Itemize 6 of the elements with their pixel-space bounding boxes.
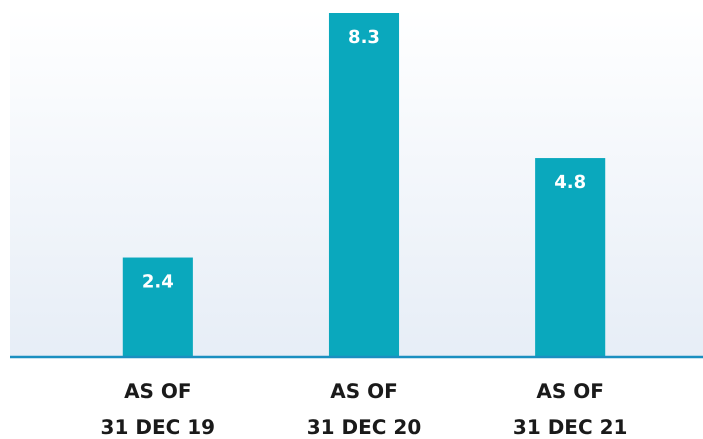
x-tick-label: AS OF 31 DEC 20 bbox=[306, 379, 422, 439]
x-tick-label: AS OF 31 DEC 21 bbox=[512, 379, 628, 439]
x-tick-label: AS OF 31 DEC 19 bbox=[100, 379, 216, 439]
data-label: 8.3 bbox=[348, 27, 380, 48]
data-label: 4.8 bbox=[554, 172, 586, 194]
data-label: 2.4 bbox=[142, 272, 174, 293]
